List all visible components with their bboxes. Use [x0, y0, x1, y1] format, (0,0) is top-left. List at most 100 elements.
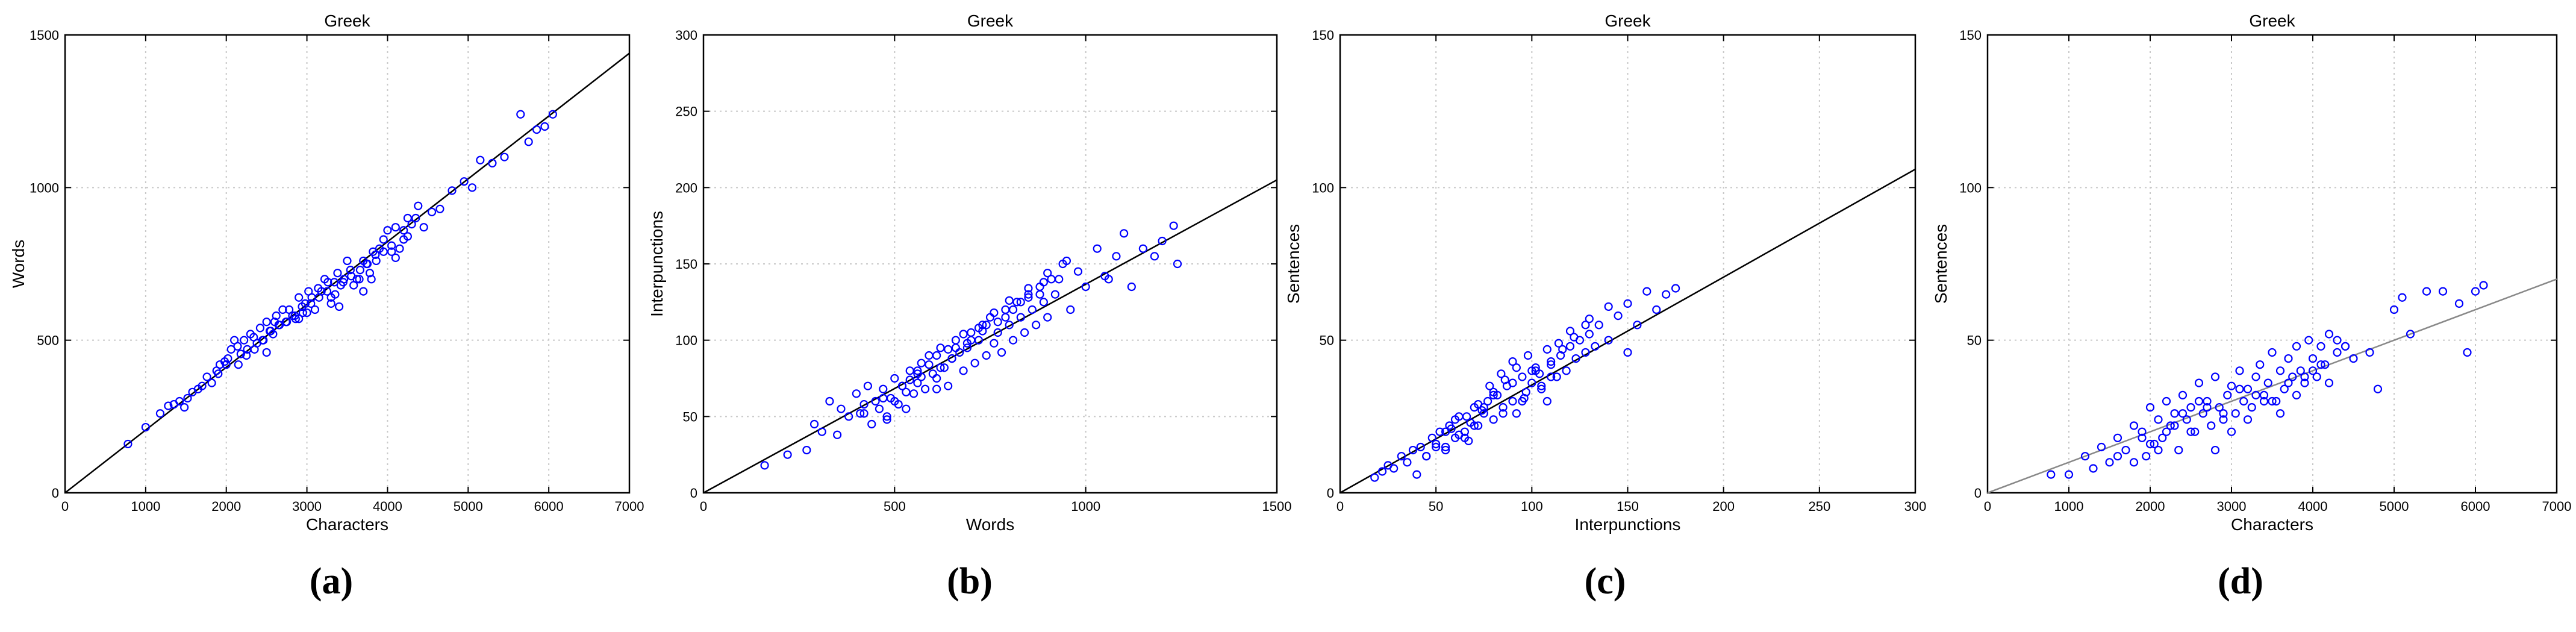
data-point — [833, 430, 842, 439]
data-point — [2333, 336, 2342, 345]
data-point — [250, 345, 259, 354]
y-tick-label: 0 — [1974, 486, 1982, 501]
data-point — [2349, 354, 2358, 363]
data-point — [532, 125, 541, 134]
data-point — [1062, 256, 1071, 266]
data-point — [2186, 403, 2195, 412]
data-point — [1158, 236, 1167, 246]
data-point — [944, 381, 953, 390]
data-point — [335, 302, 344, 311]
data-point — [141, 422, 150, 432]
data-point — [234, 360, 243, 369]
data-point — [1508, 396, 1517, 406]
data-point — [825, 396, 834, 406]
data-point — [2113, 452, 2122, 461]
data-point — [307, 299, 316, 308]
data-point — [2300, 372, 2309, 381]
data-point — [1652, 305, 1661, 314]
x-tick-label: 100 — [1521, 499, 1543, 514]
data-point — [411, 213, 420, 223]
data-point — [2341, 342, 2350, 351]
data-point — [379, 235, 388, 244]
y-tick-label: 150 — [1959, 28, 1982, 43]
x-tick-label: 200 — [1712, 499, 1735, 514]
data-point — [1370, 473, 1379, 482]
data-point — [2097, 442, 2106, 452]
data-point — [2272, 396, 2281, 406]
x-tick-label: 6000 — [534, 499, 564, 514]
data-point — [1518, 372, 1527, 381]
data-point — [1485, 381, 1494, 390]
data-point — [844, 412, 853, 421]
data-point — [2268, 396, 2277, 406]
data-point — [414, 201, 423, 210]
data-point — [925, 360, 934, 369]
data-point — [1500, 375, 1509, 384]
data-point — [890, 374, 899, 383]
data-point — [1662, 290, 1671, 299]
data-point — [338, 278, 348, 287]
data-point — [448, 186, 457, 195]
data-point — [1562, 366, 1571, 375]
data-point — [2121, 445, 2130, 455]
data-point — [2321, 360, 2330, 369]
data-point — [1474, 421, 1483, 430]
y-tick-label: 100 — [1312, 180, 1334, 195]
data-point — [214, 369, 223, 378]
data-point — [183, 393, 192, 403]
data-point — [488, 158, 497, 167]
data-point — [2210, 445, 2220, 455]
data-point — [2463, 348, 2472, 357]
data-point — [2166, 421, 2175, 430]
y-axis-label: Sentences — [1932, 224, 1950, 304]
data-point — [347, 272, 356, 281]
data-point — [1581, 348, 1590, 357]
data-point — [1422, 452, 1431, 461]
data-point — [2235, 366, 2244, 375]
data-point — [871, 396, 880, 406]
data-point — [222, 360, 231, 369]
data-point — [322, 287, 332, 296]
data-point — [2113, 433, 2122, 442]
data-point — [967, 328, 976, 337]
data-point — [909, 389, 918, 398]
x-tick-label: 3000 — [2217, 499, 2247, 514]
data-point — [1016, 313, 1025, 322]
data-point — [1508, 378, 1517, 387]
data-point — [2170, 421, 2179, 430]
data-point — [2129, 458, 2139, 467]
data-point — [1432, 442, 1441, 452]
data-point — [2182, 415, 2191, 424]
data-point — [1466, 418, 1475, 427]
data-point — [1508, 357, 1517, 366]
data-point — [1474, 399, 1483, 409]
data-point — [399, 235, 408, 244]
y-tick-label: 0 — [690, 486, 697, 501]
data-point — [2207, 421, 2216, 430]
data-point — [435, 204, 444, 213]
x-tick-label: 0 — [1336, 499, 1344, 514]
data-point — [367, 275, 376, 284]
data-point — [985, 313, 995, 322]
data-point — [387, 241, 396, 250]
data-point — [1024, 284, 1033, 293]
data-point — [2288, 372, 2297, 381]
data-point — [407, 220, 416, 229]
data-point — [760, 461, 769, 470]
data-point — [1489, 415, 1498, 424]
data-point — [2186, 427, 2195, 436]
data-point — [2324, 330, 2334, 339]
data-point — [2162, 427, 2171, 436]
data-point — [2174, 445, 2183, 455]
data-point — [1497, 369, 1506, 378]
y-axis-label: Sentences — [1284, 224, 1303, 304]
data-point — [936, 363, 945, 372]
plot-frame — [1986, 34, 2558, 494]
data-point — [2292, 342, 2301, 351]
data-point — [2284, 354, 2293, 363]
data-point — [867, 419, 876, 429]
x-tick-label: 0 — [700, 499, 707, 514]
x-tick-label: 250 — [1808, 499, 1830, 514]
data-point — [387, 247, 396, 256]
data-point — [383, 226, 392, 235]
